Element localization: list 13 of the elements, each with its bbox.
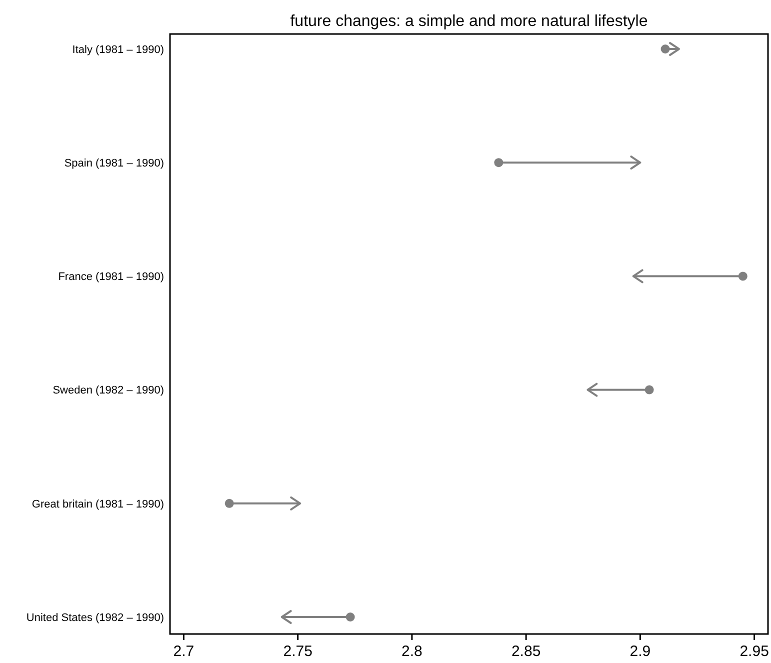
x-tick-label: 2.75 xyxy=(283,643,312,660)
y-tick-label: Sweden (1982 – 1990) xyxy=(52,384,164,397)
x-tick-label: 2.85 xyxy=(511,643,541,660)
y-tick-label: Spain (1981 – 1990) xyxy=(64,157,164,170)
x-tick-label: 2.95 xyxy=(740,643,769,660)
y-tick-label: Great britain (1981 – 1990) xyxy=(32,498,164,510)
chart-title: future changes: a simple and more natural lifestyle xyxy=(290,13,648,30)
x-tick-label: 2.7 xyxy=(173,643,194,660)
y-tick-label: France (1981 – 1990) xyxy=(58,271,164,284)
x-tick-label: 2.9 xyxy=(630,643,651,660)
y-tick-label: Italy (1981 – 1990) xyxy=(72,44,164,56)
y-tick-label: United States (1982 – 1990) xyxy=(26,612,164,624)
x-tick-label: 2.8 xyxy=(402,643,422,660)
